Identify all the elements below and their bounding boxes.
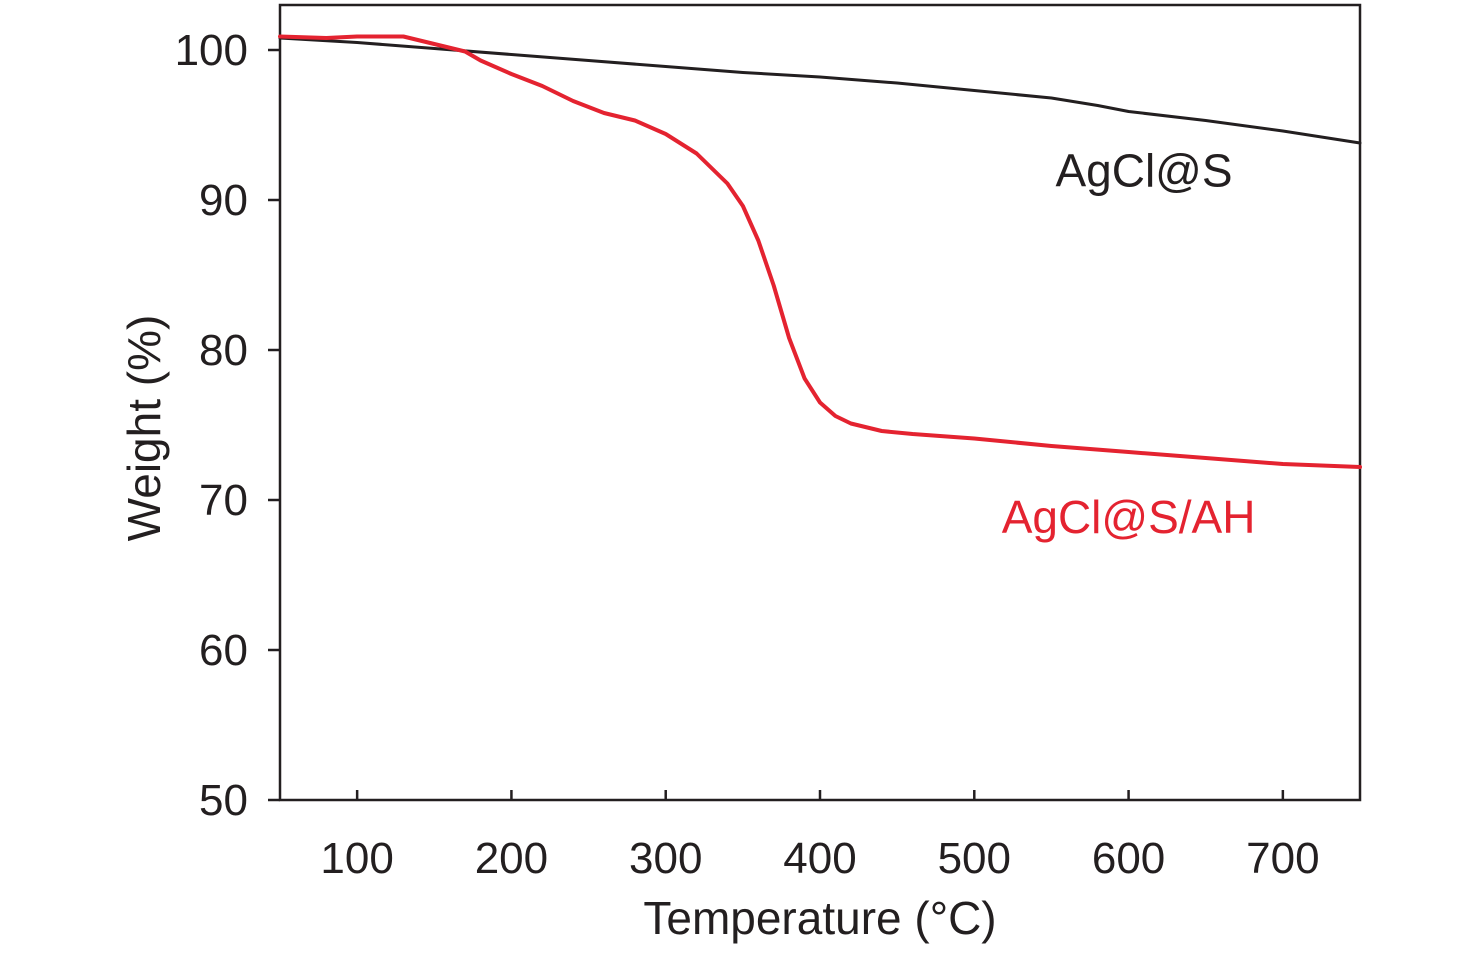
series-label-agcl-s: AgCl@S: [1055, 145, 1232, 197]
y-tick-label-80: 80: [199, 326, 248, 375]
x-tick-label-300: 300: [629, 834, 702, 883]
y-tick-label-90: 90: [199, 176, 248, 225]
y-tick-label-100: 100: [175, 26, 248, 75]
x-tick-label-500: 500: [938, 834, 1011, 883]
x-tick-label-400: 400: [783, 834, 856, 883]
x-tick-label-700: 700: [1246, 834, 1319, 883]
series-line-agcl-s: [278, 36, 1362, 145]
axis-tick-labels: 100 200 300 400 500 600 700 50 60 70 80 90 100: [175, 26, 1320, 883]
y-tick-label-50: 50: [199, 776, 248, 825]
series-lines: [278, 34, 1362, 469]
series-labels: AgCl@S AgCl@S/AH: [1002, 145, 1256, 544]
series-label-agcl-s-ah: AgCl@S/AH: [1002, 491, 1256, 543]
x-tick-label-100: 100: [320, 834, 393, 883]
y-tick-label-70: 70: [199, 476, 248, 525]
axis-ticks: [268, 48, 1285, 802]
x-axis-title: Temperature (°C): [643, 892, 996, 944]
x-tick-label-600: 600: [1092, 834, 1165, 883]
y-tick-label-60: 60: [199, 626, 248, 675]
series-line-agcl-s-ah: [278, 34, 1362, 469]
x-tick-label-200: 200: [475, 834, 548, 883]
y-axis-title: Weight (%): [118, 315, 170, 542]
